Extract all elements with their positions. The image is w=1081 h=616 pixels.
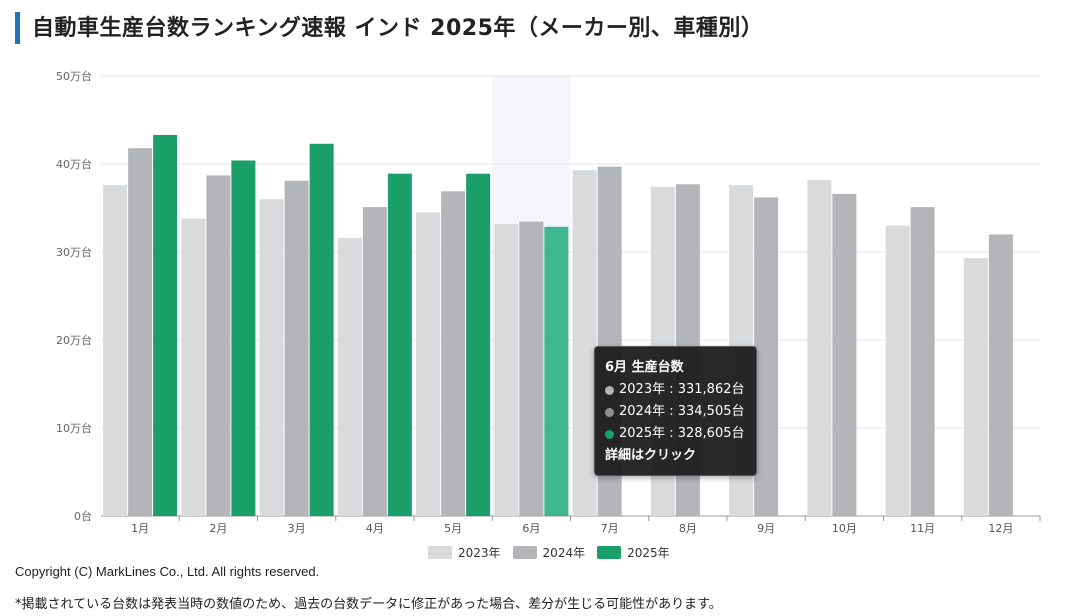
y-tick-label: 20万台 xyxy=(56,333,92,347)
x-tick-label: 2月 xyxy=(209,522,227,535)
bar[interactable] xyxy=(284,180,309,516)
chart-tooltip[interactable]: 6月 生産台数 2023年 : 331,862台 2024年 : 334,505… xyxy=(594,346,757,476)
tooltip-value-2023: 2023年 : 331,862台 xyxy=(619,382,745,397)
tooltip-row-2025: 2025年 : 328,605台 xyxy=(605,423,756,445)
bar[interactable] xyxy=(885,225,910,516)
x-tick-label: 6月 xyxy=(522,522,540,535)
x-tick-label: 1月 xyxy=(131,522,149,535)
page-title: 自動車生産台数ランキング速報 インド 2025年（メーカー別、車種別） xyxy=(32,16,764,41)
bar-chart[interactable]: 0台 10万台 20万台 30万台 40万台 50万台 1月 2月 3月 4月 5月 6月 7月 8月 9月… xyxy=(0,0,1081,545)
tooltip-detail-link[interactable]: 詳細はクリック xyxy=(605,448,697,463)
bar[interactable] xyxy=(832,193,857,517)
tooltip-row-2024: 2024年 : 334,505台 xyxy=(605,401,756,423)
tooltip-dot-2025 xyxy=(605,429,614,439)
copyright-text: Copyright (C) MarkLines Co., Ltd. All ri… xyxy=(15,564,320,579)
bar[interactable] xyxy=(103,185,128,516)
bar[interactable] xyxy=(466,173,491,516)
tooltip-value-2025: 2025年 : 328,605台 xyxy=(619,426,745,441)
legend-swatch-2025 xyxy=(597,546,622,559)
tooltip-title: 6月 生産台数 xyxy=(605,360,684,375)
bar[interactable] xyxy=(231,160,256,517)
y-tick-label: 50万台 xyxy=(56,69,92,83)
tooltip-value-2024: 2024年 : 334,505台 xyxy=(619,404,745,419)
x-tick-label: 7月 xyxy=(601,522,619,535)
x-tick-label: 12月 xyxy=(988,522,1013,535)
bar[interactable] xyxy=(128,148,153,516)
y-tick-label: 0台 xyxy=(74,509,92,523)
legend-item-2024[interactable]: 2024年 xyxy=(512,544,586,561)
legend-item-2023[interactable]: 2023年 xyxy=(428,544,501,561)
bar[interactable] xyxy=(754,197,779,516)
chart-legend: 2023年 2024年 2025年 xyxy=(428,544,670,561)
legend-item-2025[interactable]: 2025年 xyxy=(597,544,670,561)
x-tick-label: 3月 xyxy=(288,522,306,535)
y-tick-label: 10万台 xyxy=(56,421,92,435)
bar[interactable] xyxy=(963,258,988,516)
legend-swatch-2023 xyxy=(428,546,452,559)
bar[interactable] xyxy=(494,223,519,517)
bar[interactable] xyxy=(572,170,597,516)
footnote-text: *掲載されている台数は発表当時の数値のため、過去の台数データに修正があった場合、… xyxy=(15,597,722,612)
bar[interactable] xyxy=(910,207,935,516)
bar[interactable] xyxy=(416,212,441,516)
bar[interactable] xyxy=(206,175,231,516)
x-tick-label: 8月 xyxy=(679,522,697,535)
x-tick-label: 10月 xyxy=(832,522,857,535)
x-tick-label: 5月 xyxy=(444,522,462,535)
title-accent-bar xyxy=(15,12,20,44)
legend-label-2023: 2023年 xyxy=(458,546,501,560)
tooltip-dot-2023 xyxy=(605,385,614,395)
bar[interactable] xyxy=(519,221,544,516)
bar[interactable] xyxy=(309,143,334,516)
bar[interactable] xyxy=(259,199,284,516)
bar[interactable] xyxy=(988,234,1013,516)
x-tick-label: 9月 xyxy=(757,522,775,535)
bar[interactable] xyxy=(181,218,206,516)
legend-label-2024: 2024年 xyxy=(542,546,586,560)
bar[interactable] xyxy=(544,226,569,516)
x-tick-label: 11月 xyxy=(910,522,935,535)
legend-swatch-2024 xyxy=(512,546,537,559)
tooltip-row-2023: 2023年 : 331,862台 xyxy=(605,379,756,401)
bar[interactable] xyxy=(153,134,178,516)
bar[interactable] xyxy=(337,237,362,517)
bar[interactable] xyxy=(807,179,832,516)
bar[interactable] xyxy=(387,173,412,516)
legend-label-2025: 2025年 xyxy=(627,546,670,560)
bar[interactable] xyxy=(362,207,387,516)
x-tick-label: 4月 xyxy=(366,522,384,535)
bar[interactable] xyxy=(441,191,466,516)
y-tick-label: 30万台 xyxy=(56,245,92,259)
y-tick-label: 40万台 xyxy=(56,157,92,171)
tooltip-dot-2024 xyxy=(605,407,614,417)
